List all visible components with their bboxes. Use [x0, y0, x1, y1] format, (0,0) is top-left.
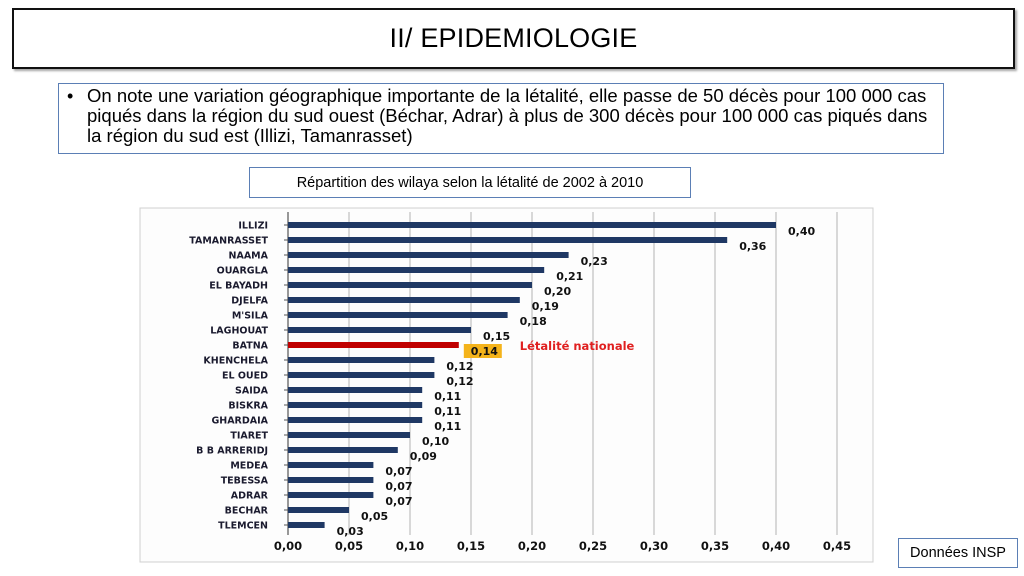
bar — [288, 372, 435, 378]
annotation-label: Létalité nationale — [520, 339, 635, 353]
value-label: 0,07 — [385, 480, 412, 493]
bar — [288, 237, 728, 243]
bar — [288, 507, 349, 513]
category-label: ILLIZI — [238, 221, 268, 232]
category-label: B B ARRERIDJ — [196, 446, 268, 457]
x-tick-label: 0,20 — [518, 539, 546, 553]
chart-container: 0,00 0,05 0,10 0,15 0,20 0,25 0,30 0,35 0,40 0,45… — [138, 206, 875, 564]
category-label: TEBESSA — [221, 476, 269, 487]
bar — [288, 432, 410, 438]
value-label: 0,14 — [471, 345, 498, 358]
category-label: BISKRA — [228, 401, 268, 412]
value-label: 0,40 — [788, 225, 815, 238]
bar — [288, 462, 374, 468]
value-label: 0,23 — [581, 255, 608, 268]
category-label: LAGHOUAT — [210, 326, 268, 337]
x-tick-label: 0,10 — [396, 539, 424, 553]
category-label: TAMANRASSET — [189, 236, 268, 247]
bar — [288, 252, 569, 258]
x-tick-label: 0,00 — [274, 539, 302, 553]
value-label: 0,11 — [434, 420, 461, 433]
bullet-box: • On note une variation géographique imp… — [58, 83, 944, 154]
bar — [288, 222, 776, 228]
category-label: SAIDA — [235, 386, 269, 397]
chart-caption: Répartition des wilaya selon la létalité… — [249, 167, 691, 198]
bar — [288, 522, 325, 528]
category-label: NAAMA — [229, 251, 269, 262]
bar — [288, 312, 508, 318]
x-tick-label: 0,45 — [823, 539, 851, 553]
category-label: EL OUED — [222, 371, 268, 382]
bar — [288, 357, 435, 363]
x-tick-label: 0,30 — [640, 539, 668, 553]
category-label: TIARET — [230, 431, 268, 442]
category-label: KHENCHELA — [203, 356, 268, 367]
category-label: GHARDAIA — [211, 416, 268, 427]
category-label: M'SILA — [232, 311, 269, 322]
value-label: 0,12 — [446, 375, 473, 388]
highlight-label-bg — [463, 344, 502, 358]
bar — [288, 492, 374, 498]
value-label: 0,07 — [385, 465, 412, 478]
category-label: TLEMCEN — [218, 521, 268, 532]
value-label: 0,36 — [739, 240, 766, 253]
value-label: 0,07 — [385, 495, 412, 508]
value-label: 0,11 — [434, 405, 461, 418]
bar — [288, 327, 471, 333]
bar — [288, 297, 520, 303]
bullet-dot-icon: • — [67, 86, 74, 106]
source-box: Données INSP — [898, 538, 1018, 568]
title-box: II/ EPIDEMIOLOGIE — [12, 8, 1015, 69]
value-label: 0,09 — [410, 450, 437, 463]
value-label: 0,19 — [532, 300, 559, 313]
bar — [288, 447, 398, 453]
slide-title: II/ EPIDEMIOLOGIE — [389, 23, 638, 53]
value-label: 0,12 — [446, 360, 473, 373]
value-label: 0,20 — [544, 285, 571, 298]
value-label: 0,15 — [483, 330, 510, 343]
bar — [288, 402, 423, 408]
category-label: EL BAYADH — [209, 281, 268, 292]
value-label: 0,10 — [422, 435, 449, 448]
bar — [288, 477, 374, 483]
category-label: ADRAR — [231, 491, 269, 502]
x-tick-label: 0,05 — [335, 539, 363, 553]
value-label: 0,03 — [337, 525, 364, 538]
bar — [288, 387, 423, 393]
x-tick-label: 0,25 — [579, 539, 607, 553]
x-tick-label: 0,35 — [701, 539, 729, 553]
category-label: DJELFA — [231, 296, 268, 307]
category-label: MEDEA — [230, 461, 268, 472]
bar — [288, 282, 532, 288]
x-tick-label: 0,40 — [762, 539, 790, 553]
bar — [288, 417, 423, 423]
category-label: BATNA — [232, 341, 268, 352]
value-label: 0,05 — [361, 510, 388, 523]
value-label: 0,18 — [520, 315, 547, 328]
bar-chart: 0,00 0,05 0,10 0,15 0,20 0,25 0,30 0,35 0,40 0,45… — [139, 207, 874, 563]
bullet-text: On note une variation géographique impor… — [87, 85, 928, 146]
bar — [288, 342, 459, 348]
bar — [288, 267, 545, 273]
category-label: OUARGLA — [217, 266, 269, 277]
category-label: BECHAR — [225, 506, 269, 517]
value-label: 0,11 — [434, 390, 461, 403]
value-label: 0,21 — [556, 270, 583, 283]
x-tick-label: 0,15 — [457, 539, 485, 553]
